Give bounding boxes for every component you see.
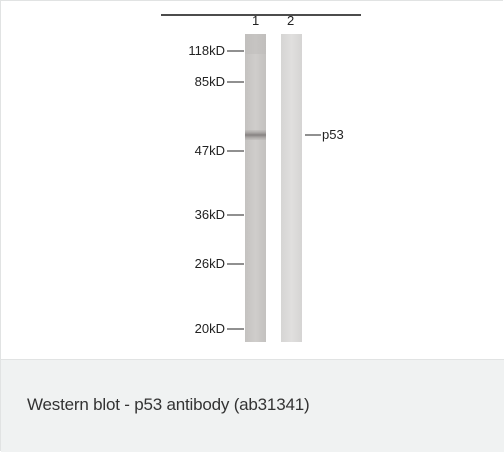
marker-label-36: 36kD: [194, 207, 225, 222]
band-label-p53: p53: [322, 127, 344, 142]
blot-image[interactable]: 1 2 118kD 85kD 47kD 36kD 26kD 20kD p53: [1, 1, 504, 359]
marker-label-85: 85kD: [194, 74, 225, 89]
caption-bar: Western blot - p53 antibody (ab31341): [1, 359, 504, 452]
lane-2: [281, 34, 302, 342]
lane-number-2: 2: [287, 13, 295, 28]
western-blot-figure: [161, 14, 361, 342]
lane-1-top-smear: [245, 34, 266, 54]
p53-band: [245, 130, 266, 140]
marker-label-20: 20kD: [194, 321, 225, 336]
marker-label-47: 47kD: [194, 143, 225, 158]
image-caption: Western blot - p53 antibody (ab31341): [27, 395, 310, 414]
lane-number-1: 1: [252, 13, 260, 28]
lane-1: [245, 34, 266, 342]
marker-label-26: 26kD: [194, 256, 225, 271]
marker-label-118: 118kD: [188, 43, 225, 58]
